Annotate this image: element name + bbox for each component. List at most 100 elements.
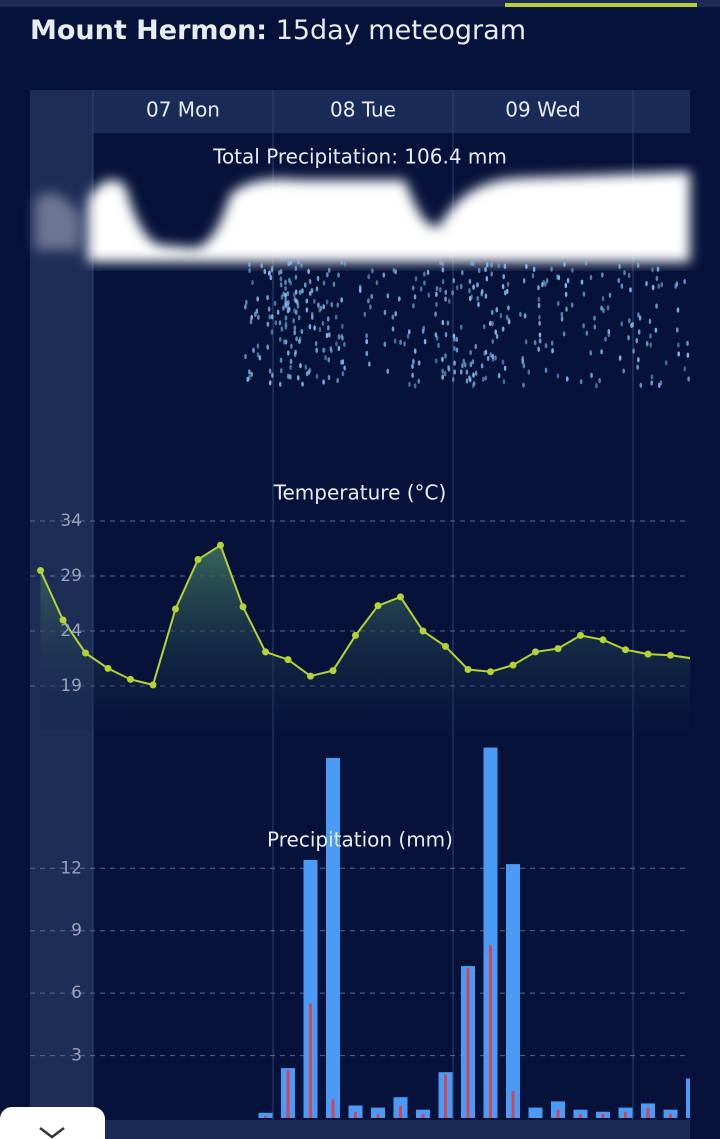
rain-drop [497,263,501,269]
rain-drop [292,318,295,324]
rain-drop [618,263,621,270]
rain-drop [484,375,488,381]
precip-bar [326,757,340,1118]
rain-drop [266,344,269,350]
rain-drop [248,375,251,381]
rain-drop [607,331,611,338]
rain-drop [270,329,274,335]
rain-drop [502,274,505,280]
rain-drop [538,332,542,338]
rain-drop [523,313,527,319]
precip-bar [624,1111,627,1118]
rain-drop [319,305,323,311]
y-tick-label: 34 [60,511,82,531]
precip-bar [264,1115,267,1118]
rain-drop [421,328,425,334]
rain-drop [322,280,326,286]
rain-drop [408,381,411,387]
rain-drop [270,267,274,273]
rain-drop [447,366,451,372]
rain-drop [441,368,444,374]
rain-drop [565,306,568,312]
rain-drop [649,333,652,339]
temperature-point [59,616,67,624]
rain-drop [313,298,316,304]
temperature-line [39,543,690,687]
rain-drop [477,267,481,274]
rain-drop [645,341,649,347]
rain-drop [620,283,624,289]
rain-drop [636,364,639,370]
rain-drop [439,260,442,266]
rain-drop [417,360,421,366]
rain-drop [503,290,507,296]
rain-drop [617,277,621,284]
rain-drop [434,332,438,338]
rain-drop [326,316,330,322]
rain-drop [279,276,283,282]
rain-drop [455,347,459,353]
rain-drop [288,277,291,283]
rain-drop [337,345,341,351]
temperature-point [644,650,652,658]
page-title: Mount Hermon: 15day meteogram [30,15,526,46]
rain-drop [544,343,548,349]
rain-drop [527,369,531,375]
rain-drop [263,269,267,275]
rain-drop [287,373,290,379]
rain-drop [623,270,626,276]
rain-drop [482,324,486,330]
collapse-button[interactable] [0,1107,105,1139]
precip-bar [556,1109,560,1118]
rain-drop [327,267,331,273]
rain-drop [461,269,464,276]
total-precipitation: Total Precipitation: 106.4 mm [212,145,507,169]
rain-drop [521,358,525,365]
y-tick-label: 6 [71,983,82,1003]
rain-drop [371,268,374,274]
rain-drop [602,307,605,314]
rain-drop [562,331,566,337]
temperature-point [487,668,494,676]
rain-drop [314,340,318,347]
rain-drop [590,372,593,378]
rain-drop [256,352,260,358]
rain-drop [282,291,285,297]
temperature-point [194,556,202,563]
rain-drop [434,311,437,317]
y-tick-label: 12 [60,858,82,878]
rain-drop [637,312,640,318]
rain-drop [369,304,372,310]
rain-drop [537,296,541,303]
rain-drop [656,266,660,272]
rain-drop [308,278,312,285]
rain-drop [441,261,445,267]
rain-drop [437,342,440,349]
rain-drop [270,314,274,320]
rain-drop [471,359,475,365]
rain-drop [556,300,560,307]
rain-drop [600,305,603,311]
rain-drop [426,269,430,275]
rain-drop [358,287,362,294]
rain-drop [469,260,473,266]
rain-drop [434,358,438,364]
rain-drop [608,292,612,298]
rain-drop [255,308,259,314]
rain-drop [269,275,273,281]
rain-drop [459,324,463,330]
temperature-point [352,631,359,639]
rain-drop [292,292,296,298]
rain-drop [503,365,507,371]
rain-drop [301,381,304,387]
rain-drop [455,336,459,343]
rain-drop [570,302,574,308]
temperature-point [667,651,674,659]
rain-drop [606,305,610,311]
rain-drop [522,278,526,284]
rain-drop [268,368,272,374]
rain-drop [491,356,495,362]
temperature-point [532,648,539,656]
y-tick-label: 9 [71,921,82,941]
